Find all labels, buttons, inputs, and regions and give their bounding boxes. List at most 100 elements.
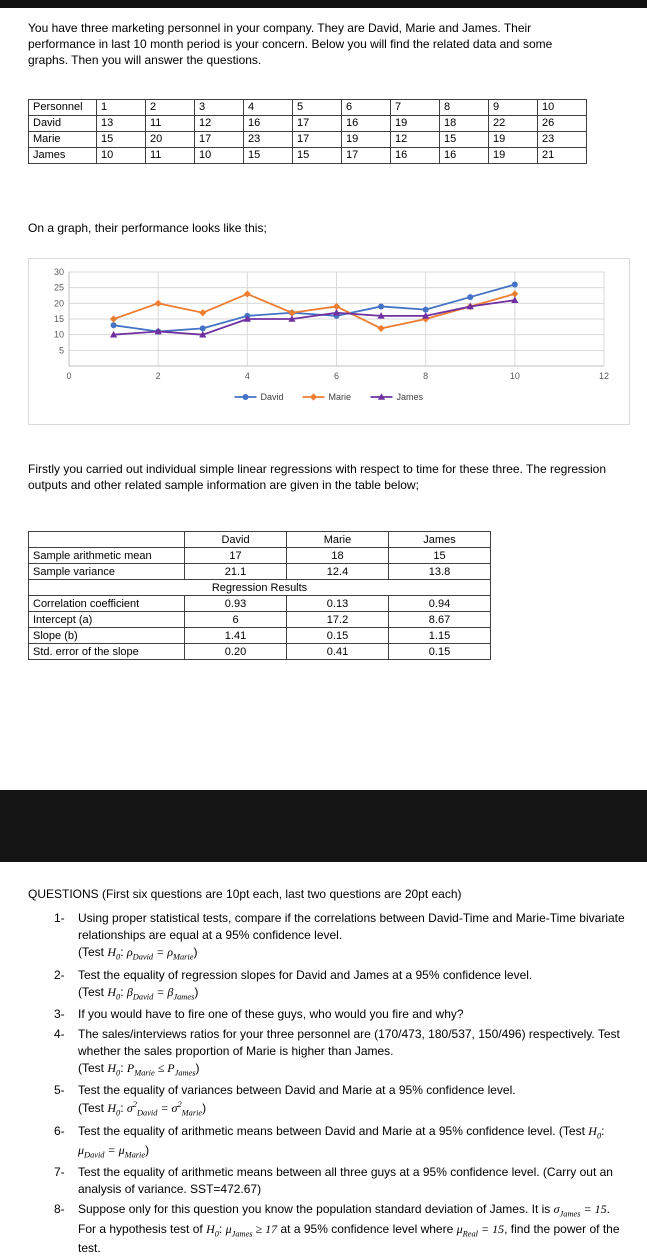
math-expression: σJames = 15 xyxy=(553,1202,607,1219)
performance-chart-svg: 5 10 15 20 25 30 0 2 4 6 8 10 12 David Marie James xyxy=(54,267,609,402)
table-header-row: David Marie James xyxy=(28,531,491,549)
math-expression: βDavid = βJames xyxy=(126,984,195,1001)
chart-caption: On a graph, their performance looks like… xyxy=(28,220,267,235)
personnel-data-table: Personnel 1 2 3 4 5 6 7 8 9 10 David 13 11 12 16 17 16 19 1… xyxy=(28,98,587,164)
y-tick-label: 25 xyxy=(54,282,64,292)
table-cell: 8 xyxy=(439,98,489,116)
table-cell: 11 xyxy=(145,114,195,132)
table-cell: 12 xyxy=(390,130,440,148)
data-point-marker xyxy=(422,315,430,323)
question-number: 1- xyxy=(54,911,65,926)
series-line-david xyxy=(113,283,516,333)
data-point-marker xyxy=(288,308,296,317)
x-tick-label: 6 xyxy=(334,371,339,381)
x-tick-label: 0 xyxy=(66,371,71,381)
question-text: Test the equality of arithmetic means be… xyxy=(78,1123,605,1160)
question-text: Using proper statistical tests, compare … xyxy=(78,911,625,962)
table-cell: 16 xyxy=(390,146,440,164)
data-point-marker xyxy=(154,299,162,307)
data-point-marker xyxy=(110,322,117,329)
table-row: Slope (b) 1.41 0.15 1.15 xyxy=(28,627,491,645)
table-cell: 0.41 xyxy=(286,643,389,661)
table-cell: 9 xyxy=(488,98,538,116)
table-row: Correlation coefficient 0.93 0.13 0.94 xyxy=(28,595,491,613)
data-point-marker xyxy=(422,306,429,313)
table-cell: 16 xyxy=(243,114,293,132)
table-cell: 23 xyxy=(243,130,293,148)
question-text: Test the equality of arithmetic means be… xyxy=(78,1165,613,1197)
table-cell: Personnel xyxy=(28,98,97,116)
series-line-james xyxy=(113,299,515,336)
math-expression: μDavid = μMarie xyxy=(78,1142,146,1160)
table-cell: 21.1 xyxy=(184,563,287,581)
table-row: James 10 11 10 15 15 17 16 16 19 21 xyxy=(28,146,587,164)
table-cell: 18 xyxy=(439,114,489,132)
table-row: Sample arithmetic mean 17 18 15 xyxy=(28,547,491,565)
table-row: Intercept (a) 6 17.2 8.67 xyxy=(28,611,491,629)
table-cell: 0.93 xyxy=(184,595,287,613)
y-tick-label: 5 xyxy=(59,345,64,355)
table-cell: 10 xyxy=(537,98,587,116)
table-cell: 11 xyxy=(145,146,195,164)
x-tick-label: 4 xyxy=(245,371,250,381)
table-cell: 17 xyxy=(194,130,244,148)
data-point-marker xyxy=(377,324,385,332)
math-expression: H0 xyxy=(107,1061,121,1078)
question-text: The sales/interviews ratios for your thr… xyxy=(78,1026,620,1078)
math-expression: μJames ≥ 17 xyxy=(225,1221,278,1239)
table-cell: 16 xyxy=(439,146,489,164)
page-break-band xyxy=(0,790,647,862)
math-expression: ρDavid = ρMarie xyxy=(126,945,194,962)
y-tick-label: 30 xyxy=(54,267,64,277)
question-item: 3- If you would have to fire one of these… xyxy=(54,1006,627,1023)
table-cell: 10 xyxy=(96,146,146,164)
regression-intro-paragraph: Firstly you carried out individual simpl… xyxy=(28,461,607,492)
data-point-marker xyxy=(332,308,341,316)
data-point-marker xyxy=(199,330,207,338)
question-number: 7- xyxy=(54,1165,65,1180)
table-cell: 17 xyxy=(341,146,391,164)
table-cell: Marie xyxy=(28,130,97,148)
question-number: 5- xyxy=(54,1083,65,1098)
table-cell: Sample variance xyxy=(28,563,185,581)
top-black-bar xyxy=(0,0,647,8)
y-tick-label: 15 xyxy=(54,314,64,324)
table-cell: 19 xyxy=(488,130,538,148)
table-cell: 18 xyxy=(286,547,389,565)
table-cell: 20 xyxy=(145,130,195,148)
legend-label: David xyxy=(261,392,284,402)
table-cell: 10 xyxy=(194,146,244,164)
table-row: Sample variance 21.1 12.4 13.8 xyxy=(28,563,491,581)
table-row: Std. error of the slope 0.20 0.41 0.15 xyxy=(28,643,491,661)
x-tick-label: 8 xyxy=(423,371,428,381)
table-cell: 1 xyxy=(96,98,146,116)
table-cell: 22 xyxy=(488,114,538,132)
data-point-marker xyxy=(511,296,519,303)
table-cell: David xyxy=(184,531,287,549)
data-point-marker xyxy=(243,290,251,298)
table-header-row: Personnel 1 2 3 4 5 6 7 8 9 10 xyxy=(28,98,587,116)
question-number: 2- xyxy=(54,967,65,982)
data-point-marker xyxy=(466,302,474,310)
table-cell: Intercept (a) xyxy=(28,611,185,629)
data-point-marker xyxy=(332,302,341,310)
table-cell: 19 xyxy=(390,114,440,132)
math-expression: σ2David = σ2Marie xyxy=(126,1100,203,1118)
table-cell: 15 xyxy=(292,146,342,164)
question-item: 7- Test the equality of arithmetic means … xyxy=(54,1164,627,1198)
table-cell: 6 xyxy=(341,98,391,116)
math-expression: μReal = 15 xyxy=(456,1221,505,1239)
table-cell: Regression Results xyxy=(28,579,491,597)
question-item: 2- Test the equality of regression slopes… xyxy=(54,967,627,1003)
table-cell: 13.8 xyxy=(388,563,491,581)
table-cell: 0.94 xyxy=(388,595,491,613)
data-point-marker xyxy=(309,393,318,401)
y-tick-label: 10 xyxy=(54,329,64,339)
table-cell: Marie xyxy=(286,531,389,549)
question-number: 4- xyxy=(54,1026,65,1041)
table-cell: 15 xyxy=(96,130,146,148)
table-cell: 16 xyxy=(341,114,391,132)
x-tick-label: 12 xyxy=(599,371,609,381)
table-cell: 15 xyxy=(388,547,491,565)
x-tick-label: 10 xyxy=(510,371,520,381)
